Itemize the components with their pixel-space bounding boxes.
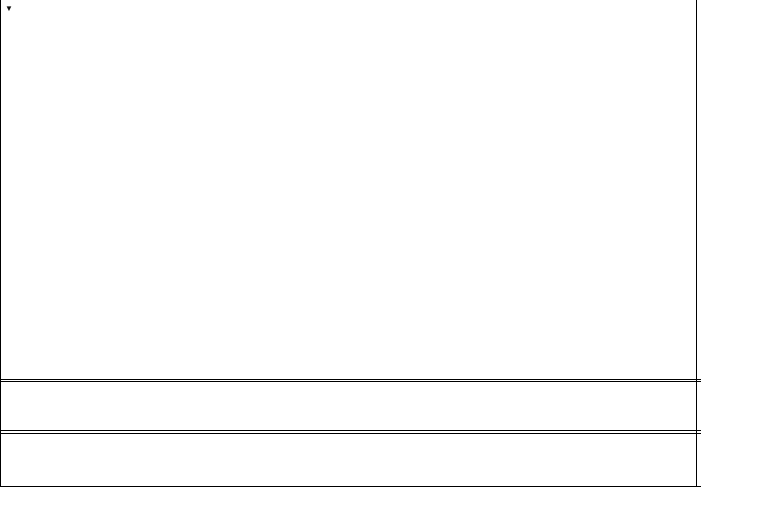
rsi-plot[interactable] [0, 433, 696, 487]
pane-border [0, 381, 701, 382]
pane-border [0, 486, 701, 487]
pane-border [0, 433, 701, 434]
pane-border [0, 430, 701, 431]
time-axis[interactable] [0, 487, 759, 511]
left-border [0, 0, 1, 487]
chart-title: ▼ [5, 3, 38, 13]
main-chart-plot[interactable] [0, 0, 696, 380]
pane-border [0, 379, 701, 380]
macd-plot[interactable] [0, 381, 696, 431]
axis-border [696, 0, 697, 487]
symbol-dropdown-icon[interactable]: ▼ [5, 4, 13, 13]
